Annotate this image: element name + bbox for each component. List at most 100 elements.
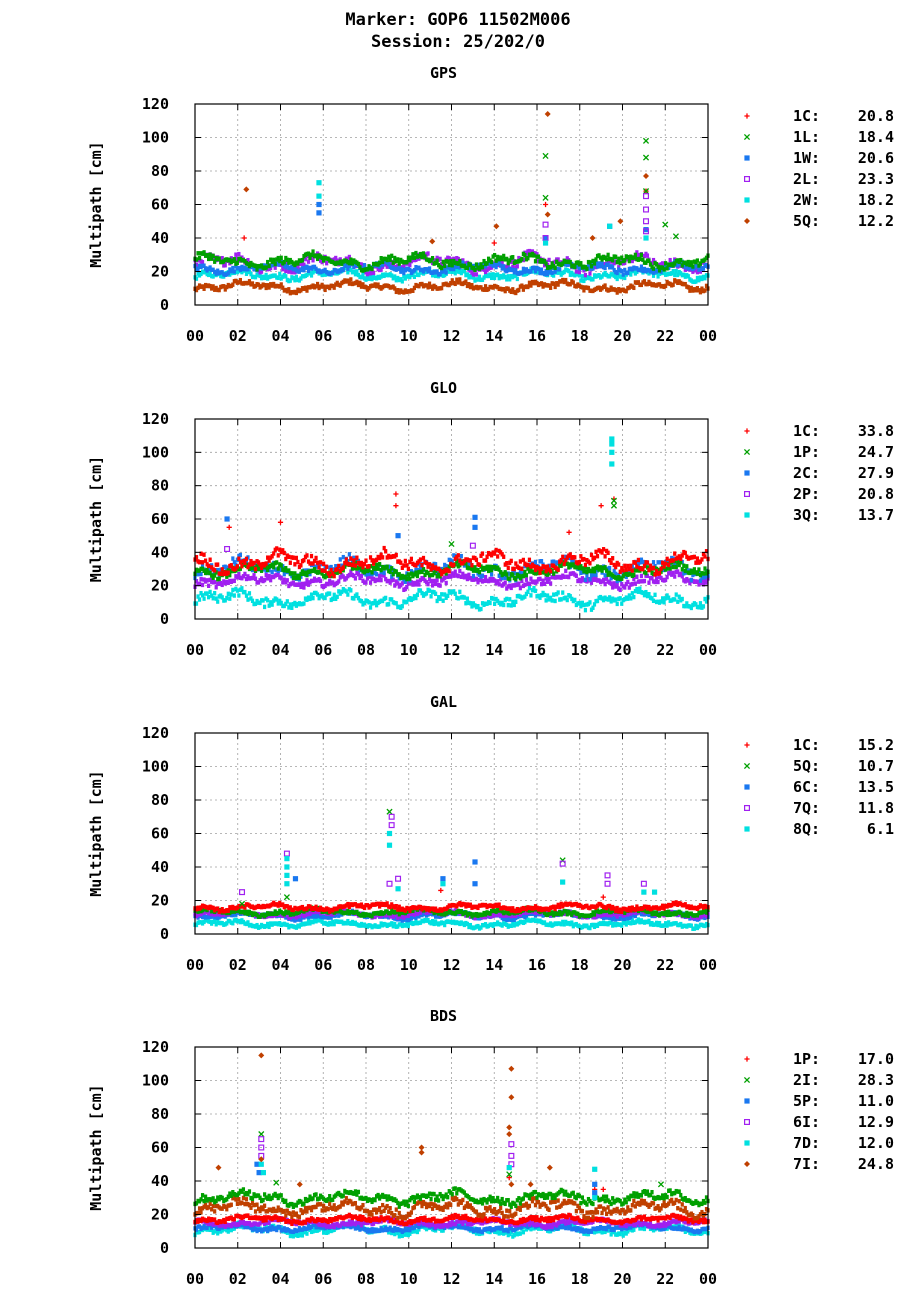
x-tick-label: 22 <box>656 1270 674 1288</box>
data-point <box>590 235 596 241</box>
x-tick-label: 00 <box>699 641 717 659</box>
data-point <box>509 1153 514 1158</box>
x-tick-label: 14 <box>485 956 503 974</box>
data-point <box>492 240 497 245</box>
legend-value: 18.4 <box>858 128 894 146</box>
x-tick-label: 08 <box>357 1270 375 1288</box>
data-point <box>393 491 398 496</box>
data-point <box>387 809 392 814</box>
x-tick-label: 08 <box>357 956 375 974</box>
data-point <box>316 194 321 199</box>
x-tick-label: 14 <box>485 327 503 345</box>
legend-marker <box>745 492 750 497</box>
x-tick-label: 06 <box>314 1270 332 1288</box>
data-point <box>284 864 289 869</box>
legend-marker <box>745 806 750 811</box>
x-tick-label: 16 <box>528 641 546 659</box>
x-tick-label: 12 <box>442 1270 460 1288</box>
legend-label: 1W: <box>793 149 820 167</box>
data-point <box>545 111 551 117</box>
x-tick-label: 14 <box>485 1270 503 1288</box>
legend-value: 6.1 <box>867 820 894 838</box>
data-point <box>506 1124 512 1130</box>
data-point <box>240 890 245 895</box>
data-point <box>643 235 648 240</box>
data-point <box>508 1181 514 1187</box>
y-tick-label: 80 <box>151 477 169 495</box>
y-tick-label: 120 <box>142 724 169 742</box>
legend-label: 7D: <box>793 1134 820 1152</box>
data-point <box>506 1131 512 1137</box>
legend-label: 2W: <box>793 191 820 209</box>
legend-marker <box>744 512 749 517</box>
x-tick-label: 00 <box>186 1270 204 1288</box>
x-tick-label: 10 <box>400 641 418 659</box>
data-point <box>528 1181 534 1187</box>
y-axis-label: Multipath [cm] <box>87 770 105 896</box>
legend-label: 6C: <box>793 778 820 796</box>
y-tick-label: 100 <box>142 758 169 776</box>
data-point <box>389 823 394 828</box>
x-tick-label: 02 <box>229 956 247 974</box>
x-tick-label: 02 <box>229 1270 247 1288</box>
y-axis-label: Multipath [cm] <box>87 456 105 582</box>
data-point <box>607 224 612 229</box>
y-tick-label: 40 <box>151 229 169 247</box>
data-point <box>316 202 321 207</box>
data-point <box>284 856 289 861</box>
legend-value: 20.6 <box>858 149 894 167</box>
legend-value: 13.7 <box>858 506 894 524</box>
y-tick-label: 120 <box>142 410 169 428</box>
legend-label: 2I: <box>793 1071 820 1089</box>
legend-label: 2C: <box>793 464 820 482</box>
legend-label: 6I: <box>793 1113 820 1131</box>
x-tick-label: 16 <box>528 956 546 974</box>
legend-marker <box>744 742 749 747</box>
legend-label: 1C: <box>793 736 820 754</box>
data-point <box>224 516 229 521</box>
x-tick-label: 18 <box>571 641 589 659</box>
y-tick-label: 40 <box>151 543 169 561</box>
data-point <box>545 212 551 218</box>
x-tick-label: 06 <box>314 327 332 345</box>
legend-value: 18.2 <box>858 191 894 209</box>
data-point <box>216 1165 222 1171</box>
data-point <box>509 1142 514 1147</box>
legend-marker <box>744 826 749 831</box>
legend-value: 28.3 <box>858 1071 894 1089</box>
legend-label: 1P: <box>793 1050 820 1068</box>
y-tick-label: 0 <box>160 925 169 943</box>
data-point <box>643 138 648 143</box>
data-point <box>225 547 230 552</box>
legend-marker <box>745 1120 750 1125</box>
legend-label: 1C: <box>793 422 820 440</box>
x-tick-label: 20 <box>613 641 631 659</box>
legend-value: 12.0 <box>858 1134 894 1152</box>
legend-value: 24.8 <box>858 1155 894 1173</box>
data-point <box>547 1165 553 1171</box>
x-tick-label: 08 <box>357 641 375 659</box>
data-point <box>284 881 289 886</box>
y-tick-label: 120 <box>142 1038 169 1056</box>
legend-value: 15.2 <box>858 736 894 754</box>
x-tick-label: 00 <box>186 956 204 974</box>
data-point <box>641 881 646 886</box>
data-point <box>396 876 401 881</box>
x-tick-label: 16 <box>528 1270 546 1288</box>
legend-value: 11.8 <box>858 799 894 817</box>
y-tick-label: 60 <box>151 1139 169 1157</box>
x-tick-label: 12 <box>442 327 460 345</box>
chart-title: BDS <box>430 1007 457 1025</box>
data-point <box>560 879 565 884</box>
legend-marker <box>744 449 749 454</box>
data-point <box>605 873 610 878</box>
y-tick-label: 60 <box>151 510 169 528</box>
data-point <box>601 895 606 900</box>
x-tick-label: 18 <box>571 956 589 974</box>
legend-label: 7Q: <box>793 799 820 817</box>
y-tick-label: 20 <box>151 577 169 595</box>
x-tick-label: 02 <box>229 641 247 659</box>
